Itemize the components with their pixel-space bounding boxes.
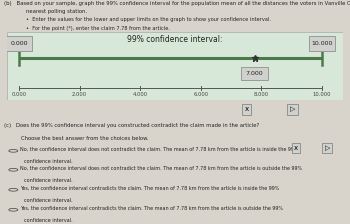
Text: Choose the best answer from the choices below.: Choose the best answer from the choices … — [21, 136, 148, 141]
Text: No, the confidence interval does not contradict the claim. The mean of 7.78 km f: No, the confidence interval does not con… — [20, 166, 302, 171]
Text: confidence interval.: confidence interval. — [24, 178, 72, 183]
FancyBboxPatch shape — [309, 36, 335, 51]
Text: ▷: ▷ — [324, 145, 330, 151]
Text: •  Enter the values for the lower and upper limits on the graph to show your con: • Enter the values for the lower and upp… — [26, 17, 271, 22]
Text: 10.000: 10.000 — [313, 92, 331, 97]
Text: Yes, the confidence interval contradicts the claim. The mean of 7.78 km from the: Yes, the confidence interval contradicts… — [20, 206, 283, 211]
FancyBboxPatch shape — [6, 36, 32, 51]
Text: 2.000: 2.000 — [72, 92, 87, 97]
Text: 4.000: 4.000 — [133, 92, 148, 97]
Text: ▷: ▷ — [290, 106, 295, 112]
Text: Yes, the confidence interval contradicts the claim. The mean of 7.78 km from the: Yes, the confidence interval contradicts… — [20, 186, 280, 191]
Text: 99% confidence interval:: 99% confidence interval: — [127, 35, 223, 44]
Text: (c)   Does the 99% confidence interval you constructed contradict the claim made: (c) Does the 99% confidence interval you… — [4, 123, 259, 128]
Text: •  For the point (*), enter the claim 7.78 from the article.: • For the point (*), enter the claim 7.7… — [26, 26, 170, 31]
Text: 7.000: 7.000 — [246, 71, 264, 76]
Text: 0.000: 0.000 — [10, 41, 28, 46]
Text: nearest polling station.: nearest polling station. — [26, 9, 87, 14]
Text: (b)   Based on your sample, graph the 99% confidence interval for the population: (b) Based on your sample, graph the 99% … — [4, 1, 350, 6]
Text: x: x — [244, 106, 248, 112]
Text: x: x — [294, 145, 298, 151]
Text: No, the confidence interval does not contradict the claim. The mean of 7.78 km f: No, the confidence interval does not con… — [20, 147, 299, 152]
Text: confidence interval.: confidence interval. — [24, 198, 72, 203]
Text: confidence interval.: confidence interval. — [24, 218, 72, 223]
Text: 10.000: 10.000 — [311, 41, 332, 46]
Text: 6.000: 6.000 — [193, 92, 208, 97]
Text: confidence interval.: confidence interval. — [24, 159, 72, 164]
Text: 0.000: 0.000 — [12, 92, 27, 97]
Text: 8.000: 8.000 — [254, 92, 269, 97]
FancyBboxPatch shape — [241, 67, 268, 80]
